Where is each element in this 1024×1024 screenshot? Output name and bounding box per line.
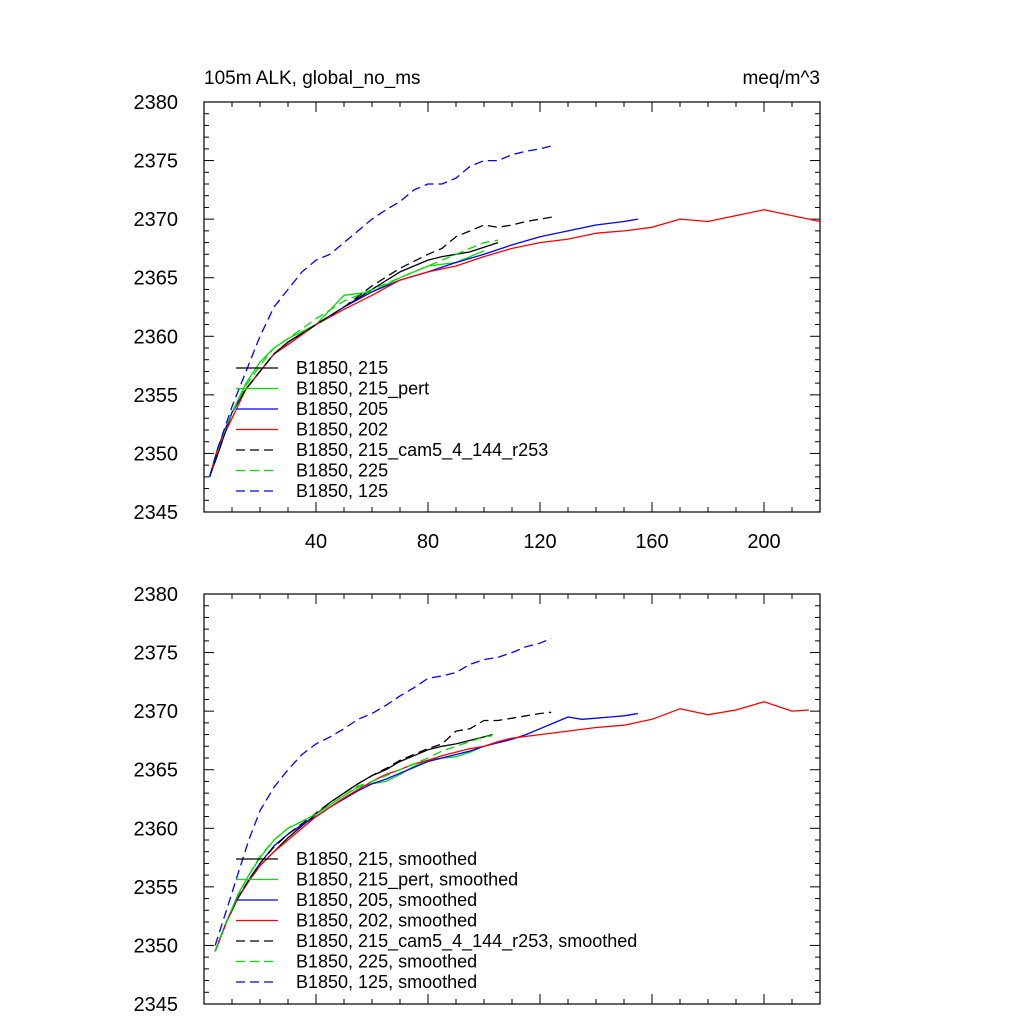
series-line-6 [208,144,555,478]
series-line-4 [208,216,555,478]
series-line-3 [214,701,809,952]
legend-label: B1850, 215_cam5_4_144_r253, smoothed [296,931,637,952]
legend-label: B1850, 215_cam5_4_144_r253 [296,440,548,461]
legend-label: B1850, 215_pert [296,379,429,400]
x-tick-label: 40 [305,531,327,553]
series-line-2 [214,712,639,952]
y-tick-label: 2375 [134,643,179,665]
legend-label: B1850, 225, smoothed [296,952,477,972]
y-tick-label: 2345 [134,502,179,524]
legend-label: B1850, 215, smoothed [296,849,477,869]
legend-label: B1850, 202 [296,420,388,440]
x-tick-label: 200 [747,531,780,553]
y-tick-label: 2375 [134,151,179,173]
units-label: meq/m^3 [742,68,820,89]
y-tick-label: 2365 [134,268,179,290]
legend-label: B1850, 215_pert, smoothed [296,870,518,891]
bottom-chart-panel: 2345 2350 2355 2360 2365 2370 2375 2380 B1850, 2… [134,584,821,1016]
x-tick-label: 160 [635,531,668,553]
legend-label: B1850, 215 [296,358,388,378]
y-tick-label: 2350 [134,443,179,465]
legend-label: B1850, 205 [296,399,388,419]
legend-label: B1850, 125, smoothed [296,972,477,992]
top-chart-panel: 2345 2350 2355 2360 2365 2370 2375 2380 40 80 120 1… [134,68,821,553]
series-line-5 [214,735,493,952]
x-tick-label: 80 [417,531,439,553]
x-tick-label: 120 [523,531,556,553]
y-tick-label: 2365 [134,760,179,782]
y-tick-label: 2380 [134,92,179,114]
legend-label: B1850, 202, smoothed [296,911,477,931]
y-tick-label: 2355 [134,877,179,899]
chart-title: 105m ALK, global_no_ms [204,68,421,89]
y-tick-label: 2370 [134,701,179,723]
legend-label: B1850, 125 [296,481,388,501]
y-tick-label: 2360 [134,818,179,840]
series-line-5 [208,239,499,478]
legend-label: B1850, 225 [296,461,388,481]
y-tick-label: 2370 [134,209,179,231]
y-tick-label: 2350 [134,935,179,957]
y-tick-label: 2360 [134,326,179,348]
series-line-4 [214,711,552,952]
y-tick-label: 2380 [134,584,179,606]
y-tick-label: 2355 [134,385,179,407]
legend-label: B1850, 205, smoothed [296,890,477,910]
y-tick-label: 2345 [134,994,179,1016]
series-line-6 [214,637,552,946]
